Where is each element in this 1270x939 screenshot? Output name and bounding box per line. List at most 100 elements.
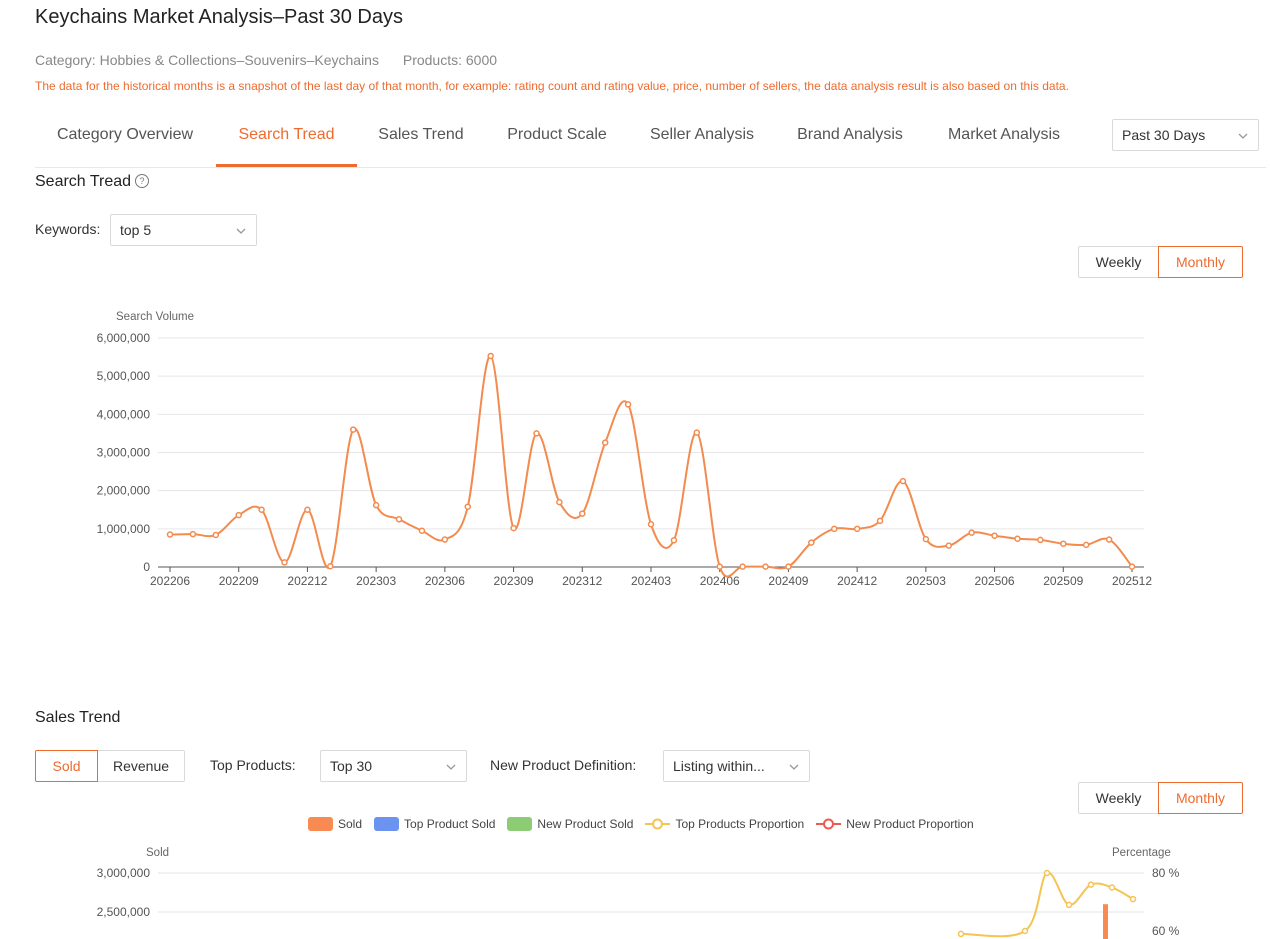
x-tick-label: 202409 (768, 574, 808, 588)
data-point (1037, 536, 1044, 544)
x-tick-label: 202506 (975, 574, 1015, 588)
analysis-tabs: Category Overview Search Tread Sales Tre… (35, 110, 1266, 168)
data-point (1021, 927, 1029, 935)
data-point (189, 530, 197, 538)
tab-search-tread[interactable]: Search Tread (216, 110, 357, 167)
x-tick-label: 202212 (287, 574, 327, 588)
data-point (1082, 541, 1090, 549)
search-section-title-text: Search Tread (35, 173, 132, 190)
data-point (853, 525, 861, 533)
top-products-select[interactable]: Top 30 (320, 750, 467, 782)
search-section-title: Search Tread? (35, 173, 150, 191)
data-point (1060, 540, 1067, 547)
y-tick-label: 5,000,000 (97, 369, 151, 383)
data-point (533, 430, 540, 437)
meta-row: Category: Hobbies & Collections–Souvenir… (35, 52, 517, 68)
category-path: Category: Hobbies & Collections–Souvenir… (35, 52, 379, 68)
data-point (876, 517, 884, 525)
tab-brand-analysis[interactable]: Brand Analysis (797, 126, 903, 143)
sold-bar (1103, 904, 1108, 939)
data-point (579, 510, 586, 517)
data-point (716, 563, 723, 570)
y-tick-label: 2,000,000 (97, 484, 151, 498)
keywords-select-value: top 5 (120, 222, 152, 238)
y-tick-label: 3,000,000 (97, 866, 151, 880)
x-tick-label: 202303 (356, 574, 396, 588)
data-point (441, 536, 449, 543)
sold-button[interactable]: Sold (35, 750, 98, 782)
x-tick-label: 202509 (1043, 574, 1083, 588)
legend-item-sold[interactable]: Sold (308, 817, 362, 831)
y-axis-label: Sold (146, 847, 169, 859)
x-tick-label: 202206 (150, 574, 190, 588)
weekly-button[interactable]: Weekly (1078, 246, 1159, 278)
x-tick-label: 202312 (562, 574, 602, 588)
data-point (510, 524, 517, 532)
y-tick-label: 2,500,000 (97, 905, 151, 919)
help-icon[interactable]: ? (135, 174, 150, 188)
sales-period-toggle: Weekly Monthly (1078, 782, 1243, 814)
sales-trend-chart: Sold Percentage 3,000,000 2,500,000 80 % 60 % (97, 847, 1180, 939)
tab-seller-analysis[interactable]: Seller Analysis (649, 126, 755, 143)
search-volume-chart: Search Volume 0 1,000,000 2,000,000 3,000,00… (97, 311, 1153, 588)
data-point (1087, 881, 1095, 888)
legend-swatch (308, 817, 333, 831)
data-point (957, 930, 965, 938)
legend-line-icon (645, 818, 671, 830)
page-title: Keychains Market Analysis–Past 30 Days (35, 6, 403, 28)
keywords-select[interactable]: top 5 (110, 214, 257, 246)
chevron-down-icon (789, 751, 799, 781)
data-point (647, 521, 655, 528)
tab-category-overview[interactable]: Category Overview (56, 126, 194, 143)
tab-product-scale[interactable]: Product Scale (507, 126, 607, 143)
data-point (372, 501, 380, 509)
data-point (235, 511, 242, 519)
data-point (991, 532, 998, 539)
legend-item-top-products-proportion[interactable]: Top Products Proportion (645, 817, 804, 831)
y2-tick-label: 80 % (1152, 866, 1180, 880)
data-point (601, 439, 609, 446)
sales-section-title: Sales Trend (35, 709, 121, 726)
monthly-button[interactable]: Monthly (1158, 782, 1243, 814)
new-product-definition-label: New Product Definition: (490, 757, 637, 773)
data-point (304, 506, 311, 513)
legend-label: New Product Proportion (846, 817, 974, 831)
legend-marker (652, 818, 664, 830)
keywords-label: Keywords: (35, 221, 101, 237)
data-point (1108, 884, 1116, 891)
period-select-value: Past 30 Days (1122, 127, 1206, 143)
period-select[interactable]: Past 30 Days (1112, 119, 1259, 151)
data-point (556, 498, 563, 506)
x-tick-label: 202503 (906, 574, 946, 588)
data-point (968, 529, 975, 536)
legend-item-new-product-proportion[interactable]: New Product Proportion (816, 817, 974, 831)
revenue-button[interactable]: Revenue (97, 750, 185, 782)
y-tick-label: 0 (143, 560, 150, 574)
y2-axis-label: Percentage (1112, 847, 1171, 859)
sales-metric-toggle: Sold Revenue (35, 750, 185, 782)
tab-sales-trend[interactable]: Sales Trend (378, 126, 464, 143)
data-point (212, 531, 220, 539)
data-point (1128, 563, 1136, 570)
tab-market-analysis[interactable]: Market Analysis (947, 126, 1061, 143)
y2-tick-label: 60 % (1152, 924, 1180, 938)
data-point (899, 477, 907, 485)
y-tick-label: 3,000,000 (97, 446, 151, 460)
product-count: Products: 6000 (402, 52, 498, 68)
legend-line-icon (816, 818, 842, 830)
data-point (281, 559, 288, 566)
y-tick-label: 4,000,000 (97, 407, 151, 421)
legend-item-new-product-sold[interactable]: New Product Sold (507, 817, 633, 831)
data-point (945, 542, 953, 549)
top-products-select-value: Top 30 (330, 758, 373, 774)
weekly-button[interactable]: Weekly (1078, 782, 1159, 814)
new-product-definition-select[interactable]: Listing within... (663, 750, 810, 782)
snapshot-notice: The data for the historical months is a … (35, 79, 1069, 93)
legend-label: New Product Sold (537, 817, 634, 831)
data-point (395, 516, 403, 523)
new-product-definition-value: Listing within... (673, 758, 765, 774)
legend-item-top-product-sold[interactable]: Top Product Sold (374, 817, 495, 831)
legend-swatch (507, 817, 533, 831)
monthly-button[interactable]: Monthly (1158, 246, 1243, 278)
data-point (762, 563, 769, 570)
